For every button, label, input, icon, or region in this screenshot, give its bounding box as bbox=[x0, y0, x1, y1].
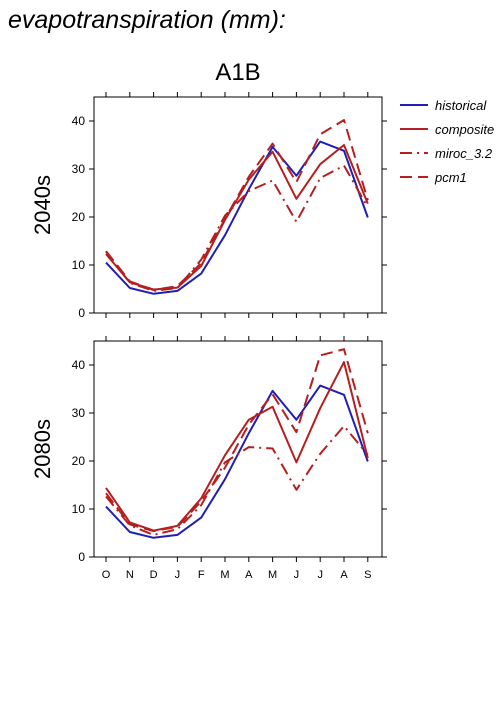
panel-label: 2080s bbox=[30, 419, 55, 479]
plot-frame bbox=[93, 96, 383, 314]
plot-frame bbox=[93, 340, 383, 558]
series-line-pcm1 bbox=[105, 348, 369, 533]
series-line-pcm1 bbox=[105, 119, 369, 291]
series-line-historical bbox=[105, 384, 369, 539]
y-tick-label: 0 bbox=[78, 550, 85, 564]
legend-label: miroc_3.2 bbox=[435, 146, 493, 161]
x-tick-label: D bbox=[150, 569, 158, 581]
scenario-title: A1B bbox=[215, 59, 260, 86]
y-tick-label: 30 bbox=[72, 162, 86, 176]
x-tick-label: F bbox=[198, 569, 205, 581]
y-tick-label: 40 bbox=[72, 358, 86, 372]
series-line-historical bbox=[105, 140, 369, 295]
chart-panels: 0 10 20 30 40 2040s 0 10 20 30 40 O N D J F M A M J J A S 2080s bbox=[30, 92, 387, 581]
x-tick-label: M bbox=[268, 569, 277, 581]
series-line-miroc-3-2 bbox=[105, 164, 369, 292]
x-tick-label: J bbox=[294, 569, 300, 581]
y-tick-label: 10 bbox=[72, 258, 86, 272]
legend-label: composite bbox=[435, 122, 494, 137]
x-tick-label: S bbox=[364, 569, 371, 581]
y-tick-label: 10 bbox=[72, 502, 86, 516]
x-tick-label: J bbox=[317, 569, 323, 581]
page-title: evapotranspiration (mm): bbox=[8, 6, 286, 34]
x-tick-label: A bbox=[340, 569, 348, 581]
series-line-composite bbox=[105, 144, 369, 291]
panel-label: 2040s bbox=[30, 175, 55, 235]
y-tick-label: 30 bbox=[72, 406, 86, 420]
y-tick-label: 0 bbox=[78, 306, 85, 320]
x-tick-label: A bbox=[245, 569, 253, 581]
x-tick-label: J bbox=[175, 569, 181, 581]
y-tick-label: 20 bbox=[72, 210, 86, 224]
x-tick-label: M bbox=[220, 569, 229, 581]
y-tick-label: 40 bbox=[72, 114, 86, 128]
legend: historical composite miroc_3.2 pcm1 bbox=[400, 98, 494, 185]
legend-label: pcm1 bbox=[434, 170, 467, 185]
x-tick-label: N bbox=[126, 569, 134, 581]
series-line-miroc-3-2 bbox=[105, 425, 369, 536]
panel-2040s: 0 10 20 30 40 2040s bbox=[30, 92, 387, 320]
legend-label: historical bbox=[435, 98, 487, 113]
x-tick-label: O bbox=[102, 569, 111, 581]
panel-2080s: 0 10 20 30 40 O N D J F M A M J J A S 2080s bbox=[30, 336, 387, 581]
y-tick-label: 20 bbox=[72, 454, 86, 468]
